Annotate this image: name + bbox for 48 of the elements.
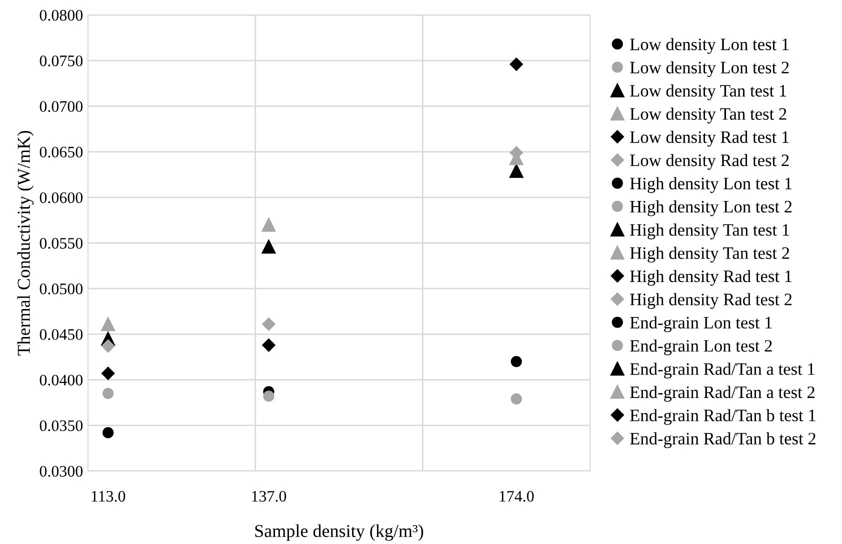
point <box>263 390 274 402</box>
point <box>262 318 276 331</box>
point <box>509 164 524 178</box>
point <box>101 317 116 332</box>
point <box>510 393 522 405</box>
legend-label: High density Rad test 1 <box>630 270 792 286</box>
y-tick-label: 0.0500 <box>40 284 83 294</box>
point <box>262 218 276 232</box>
legend-label: Low density Lon test 2 <box>630 61 789 78</box>
x-tick-label: 174.0 <box>500 490 534 502</box>
legend-label: Low density Rad test 2 <box>630 154 789 170</box>
x-axis-title: Sample density (kg/m³) <box>255 524 424 541</box>
y-axis-title: Thermal Conductivity (W/mK) <box>17 130 34 356</box>
x-tick-label: 137.0 <box>252 490 286 502</box>
point <box>102 388 114 400</box>
legend-label: Low density Rad test 1 <box>630 130 789 147</box>
y-tick-label: 0.0600 <box>40 192 83 204</box>
legend-label: Low density Tan test 1 <box>630 84 786 100</box>
legend-label: End-grain Rad/Tan b test 2 <box>630 432 816 448</box>
point <box>510 356 522 368</box>
legend-label: End-grain Rad/Tan b test 1 <box>630 409 816 425</box>
y-tick-label: 0.0750 <box>40 56 83 66</box>
point <box>510 58 523 71</box>
point <box>101 339 115 353</box>
x-tick-label: 113.0 <box>92 490 126 502</box>
point <box>262 240 276 254</box>
legend-label: High density Lon test 2 <box>630 200 792 216</box>
y-tick-label: 0.0800 <box>40 10 83 21</box>
y-tick-label: 0.0400 <box>40 374 83 386</box>
point <box>262 338 276 352</box>
y-tick-label: 0.0350 <box>40 420 83 432</box>
legend-label: End-grain Rad/Tan a test 1 <box>630 362 814 378</box>
legend-label: End-grain Rad/Tan a test 2 <box>630 386 814 402</box>
y-tick-label: 0.0450 <box>40 329 83 340</box>
legend-label: Low density Tan test 2 <box>630 108 786 124</box>
legend-label: End-grain Lon test 1 <box>630 316 772 332</box>
legend-label: End-grain Lon test 2 <box>630 340 772 356</box>
point <box>102 427 114 438</box>
legend-label: High density Tan test 2 <box>630 246 790 263</box>
legend-label: High density Tan test 1 <box>630 224 790 240</box>
legend-label: High density Lon test 1 <box>630 177 792 193</box>
legend-label: High density Rad test 2 <box>630 293 792 309</box>
y-tick-label: 0.0550 <box>40 238 83 249</box>
y-tick-label: 0.0300 <box>40 466 83 477</box>
y-tick-label: 0.0700 <box>40 101 83 112</box>
legend-label: Low density Lon test 1 <box>630 38 789 54</box>
point <box>101 366 115 380</box>
y-tick-label: 0.0650 <box>40 146 83 158</box>
